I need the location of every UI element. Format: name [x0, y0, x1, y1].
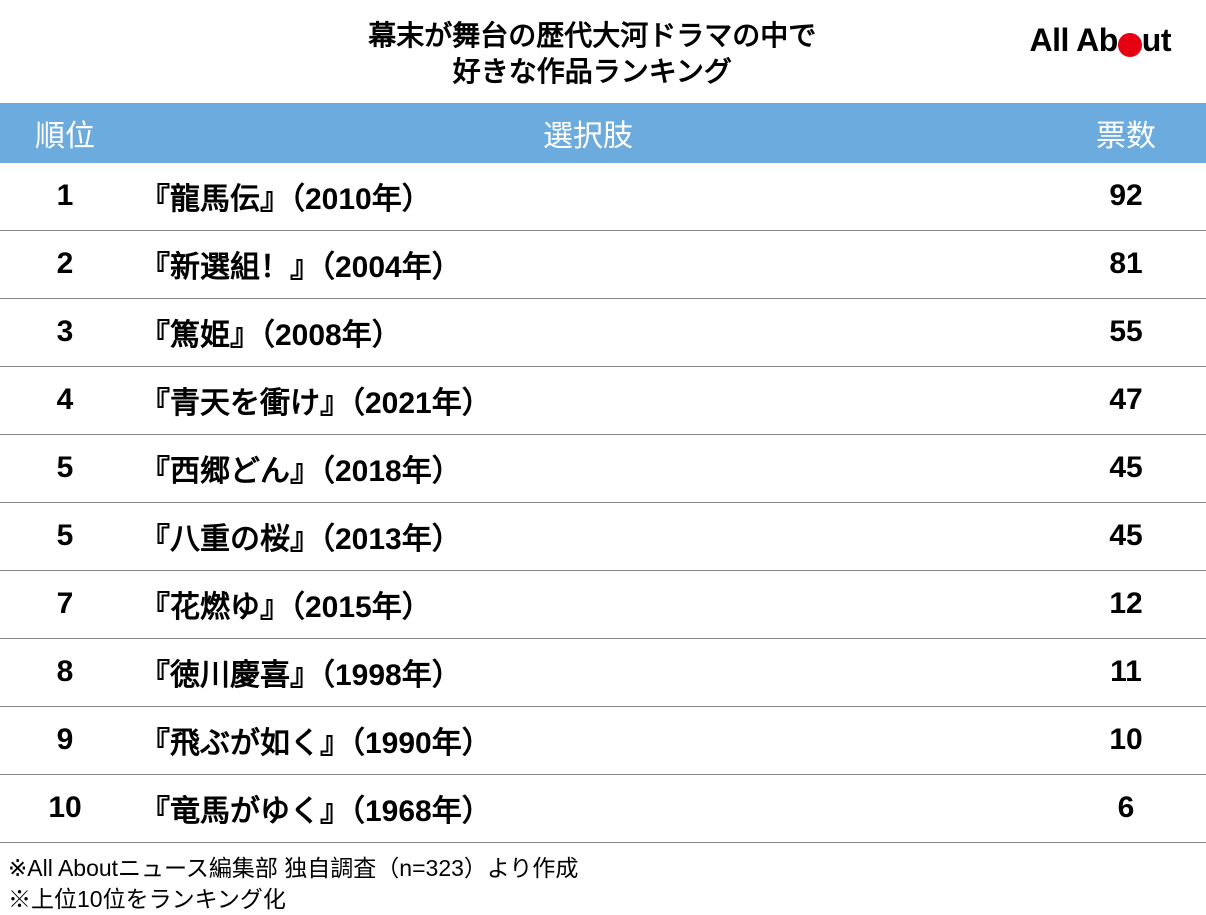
cell-choice: 『青天を衝け』（2021年） — [130, 378, 1046, 422]
th-rank: 順位 — [0, 103, 130, 163]
table-row: 10『竜馬がゆく』（1968年）6 — [0, 775, 1206, 843]
cell-rank: 3 — [0, 315, 130, 349]
cell-votes: 92 — [1046, 179, 1206, 213]
cell-votes: 11 — [1046, 655, 1206, 689]
cell-choice: 『篤姫』（2008年） — [130, 310, 1046, 354]
logo-text-after: ut — [1142, 22, 1171, 59]
footnote-2: ※上位10位をランキング化 — [8, 884, 1198, 915]
ranking-container: 幕末が舞台の歴代大河ドラマの中で 好きな作品ランキング All Ab ut 順位… — [0, 0, 1206, 915]
header-section: 幕末が舞台の歴代大河ドラマの中で 好きな作品ランキング All Ab ut — [0, 0, 1206, 103]
title-wrapper: 幕末が舞台の歴代大河ドラマの中で 好きな作品ランキング — [25, 18, 1030, 91]
table-row: 2『新選組！』（2004年）81 — [0, 231, 1206, 299]
cell-rank: 5 — [0, 451, 130, 485]
cell-votes: 12 — [1046, 587, 1206, 621]
logo-text-before: All Ab — [1030, 22, 1118, 59]
table-row: 7『花燃ゆ』（2015年）12 — [0, 571, 1206, 639]
cell-votes: 55 — [1046, 315, 1206, 349]
cell-choice: 『西郷どん』（2018年） — [130, 446, 1046, 490]
cell-choice: 『徳川慶喜』（1998年） — [130, 650, 1046, 694]
cell-choice: 『八重の桜』（2013年） — [130, 514, 1046, 558]
table-row: 4『青天を衝け』（2021年）47 — [0, 367, 1206, 435]
cell-rank: 5 — [0, 519, 130, 553]
cell-choice: 『新選組！』（2004年） — [130, 242, 1046, 286]
table-row: 9『飛ぶが如く』（1990年）10 — [0, 707, 1206, 775]
footnote-1: ※All Aboutニュース編集部 独自調査（n=323）より作成 — [8, 853, 1198, 884]
cell-votes: 10 — [1046, 723, 1206, 757]
cell-votes: 6 — [1046, 791, 1206, 825]
cell-rank: 7 — [0, 587, 130, 621]
cell-choice: 『龍馬伝』（2010年） — [130, 174, 1046, 218]
cell-rank: 10 — [0, 791, 130, 825]
cell-rank: 1 — [0, 179, 130, 213]
cell-rank: 8 — [0, 655, 130, 689]
table-row: 3『篤姫』（2008年）55 — [0, 299, 1206, 367]
title-line-1: 幕末が舞台の歴代大河ドラマの中で — [155, 18, 1030, 54]
table-body: 1『龍馬伝』（2010年）922『新選組！』（2004年）813『篤姫』（200… — [0, 163, 1206, 843]
table-row: 1『龍馬伝』（2010年）92 — [0, 163, 1206, 231]
th-votes: 票数 — [1046, 103, 1206, 163]
cell-votes: 45 — [1046, 519, 1206, 553]
table-row: 8『徳川慶喜』（1998年）11 — [0, 639, 1206, 707]
logo-circle-icon — [1118, 33, 1142, 57]
allabout-logo: All Ab ut — [1030, 18, 1181, 59]
cell-votes: 81 — [1046, 247, 1206, 281]
table-header-row: 順位 選択肢 票数 — [0, 103, 1206, 163]
cell-rank: 2 — [0, 247, 130, 281]
th-choice: 選択肢 — [130, 103, 1046, 163]
table-row: 5『八重の桜』（2013年）45 — [0, 503, 1206, 571]
title-line-2: 好きな作品ランキング — [155, 54, 1030, 90]
table-row: 5『西郷どん』（2018年）45 — [0, 435, 1206, 503]
footnotes: ※All Aboutニュース編集部 独自調査（n=323）より作成 ※上位10位… — [0, 843, 1206, 915]
cell-rank: 9 — [0, 723, 130, 757]
cell-rank: 4 — [0, 383, 130, 417]
cell-choice: 『花燃ゆ』（2015年） — [130, 582, 1046, 626]
cell-votes: 47 — [1046, 383, 1206, 417]
cell-votes: 45 — [1046, 451, 1206, 485]
cell-choice: 『飛ぶが如く』（1990年） — [130, 718, 1046, 762]
cell-choice: 『竜馬がゆく』（1968年） — [130, 786, 1046, 830]
